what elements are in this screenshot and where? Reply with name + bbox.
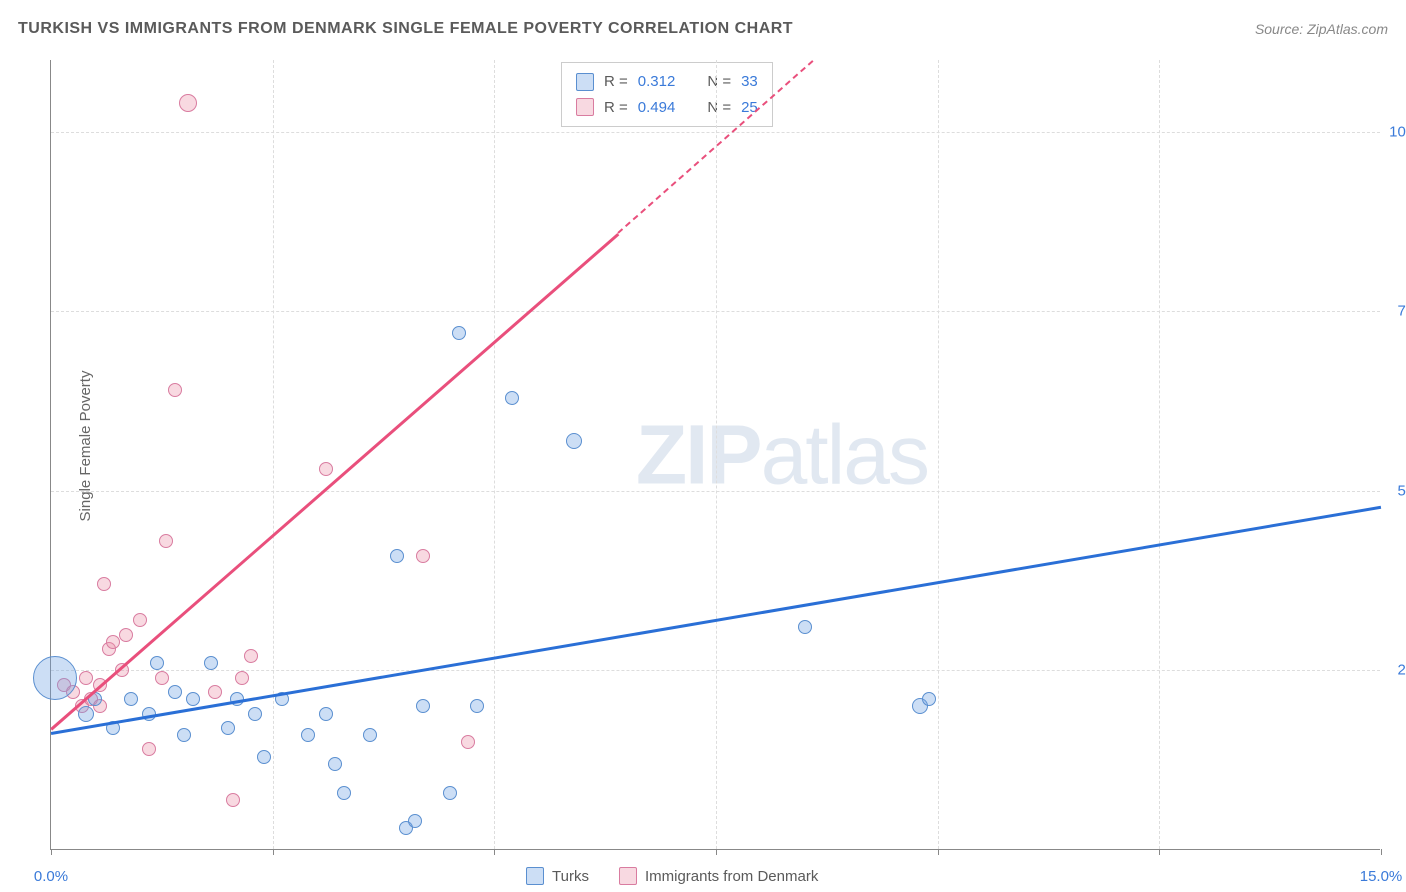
x-tick <box>494 849 495 855</box>
r-label: R = <box>604 95 628 121</box>
denmark-point <box>226 793 240 807</box>
y-tick-label: 75.0% <box>1397 303 1406 320</box>
turks-point <box>78 706 94 722</box>
x-tick <box>1381 849 1382 855</box>
turks-point <box>221 721 235 735</box>
swatch-turks-icon <box>526 867 544 885</box>
turks-point <box>319 707 333 721</box>
chart-header: TURKISH VS IMMIGRANTS FROM DENMARK SINGL… <box>18 20 1388 38</box>
r-value-denmark: 0.494 <box>638 95 676 121</box>
n-value-turks: 33 <box>741 69 758 95</box>
turks-point <box>566 433 582 449</box>
turks-point <box>505 391 519 405</box>
x-tick <box>1159 849 1160 855</box>
x-tick-label: 15.0% <box>1360 868 1403 885</box>
denmark-point <box>416 549 430 563</box>
turks-point <box>248 707 262 721</box>
turks-point <box>798 620 812 634</box>
turks-point <box>186 692 200 706</box>
watermark-text: ZIPatlas <box>636 406 928 503</box>
turks-point <box>124 692 138 706</box>
gridline-v <box>273 60 274 849</box>
denmark-point <box>159 534 173 548</box>
denmark-point <box>106 635 120 649</box>
legend-row-denmark: R = 0.494 N = 25 <box>576 95 758 121</box>
legend-row-turks: R = 0.312 N = 33 <box>576 69 758 95</box>
turks-point <box>922 692 936 706</box>
denmark-point <box>79 671 93 685</box>
turks-point <box>390 549 404 563</box>
turks-point <box>204 656 218 670</box>
legend-label-turks: Turks <box>552 868 589 885</box>
r-value-turks: 0.312 <box>638 69 676 95</box>
swatch-denmark-icon <box>619 867 637 885</box>
trend-denmark <box>50 233 619 730</box>
r-label: R = <box>604 69 628 95</box>
chart-source: Source: ZipAtlas.com <box>1255 21 1388 37</box>
denmark-point <box>244 649 258 663</box>
swatch-turks-icon <box>576 73 594 91</box>
turks-point <box>301 728 315 742</box>
turks-point <box>257 750 271 764</box>
gridline-v <box>1159 60 1160 849</box>
turks-point <box>150 656 164 670</box>
y-tick-label: 25.0% <box>1397 662 1406 679</box>
series-legend: Turks Immigrants from Denmark <box>526 867 818 885</box>
turks-point <box>470 699 484 713</box>
gridline-v <box>938 60 939 849</box>
y-tick-label: 50.0% <box>1397 482 1406 499</box>
denmark-point <box>97 577 111 591</box>
denmark-point <box>208 685 222 699</box>
x-tick <box>51 849 52 855</box>
gridline-v <box>716 60 717 849</box>
legend-item-turks: Turks <box>526 867 589 885</box>
denmark-point <box>168 383 182 397</box>
correlation-legend: R = 0.312 N = 33 R = 0.494 N = 25 <box>561 62 773 127</box>
x-tick <box>938 849 939 855</box>
turks-point <box>443 786 457 800</box>
turks-point <box>177 728 191 742</box>
chart-title: TURKISH VS IMMIGRANTS FROM DENMARK SINGL… <box>18 20 793 38</box>
turks-point <box>168 685 182 699</box>
legend-label-denmark: Immigrants from Denmark <box>645 868 818 885</box>
denmark-point <box>179 94 197 112</box>
denmark-point <box>319 462 333 476</box>
turks-point <box>33 656 77 700</box>
denmark-point <box>133 613 147 627</box>
legend-item-denmark: Immigrants from Denmark <box>619 867 818 885</box>
turks-point <box>452 326 466 340</box>
denmark-point <box>142 742 156 756</box>
x-tick-label: 0.0% <box>34 868 68 885</box>
turks-point <box>408 814 422 828</box>
x-tick <box>716 849 717 855</box>
denmark-point <box>461 735 475 749</box>
turks-point <box>363 728 377 742</box>
denmark-point <box>119 628 133 642</box>
x-tick <box>273 849 274 855</box>
denmark-point <box>155 671 169 685</box>
denmark-point <box>235 671 249 685</box>
n-label: N = <box>707 69 731 95</box>
y-tick-label: 100.0% <box>1389 123 1406 140</box>
scatter-plot: ZIPatlas R = 0.312 N = 33 R = 0.494 N = … <box>50 60 1380 850</box>
turks-point <box>337 786 351 800</box>
swatch-denmark-icon <box>576 98 594 116</box>
gridline-v <box>494 60 495 849</box>
n-label: N = <box>707 95 731 121</box>
turks-point <box>328 757 342 771</box>
turks-point <box>416 699 430 713</box>
